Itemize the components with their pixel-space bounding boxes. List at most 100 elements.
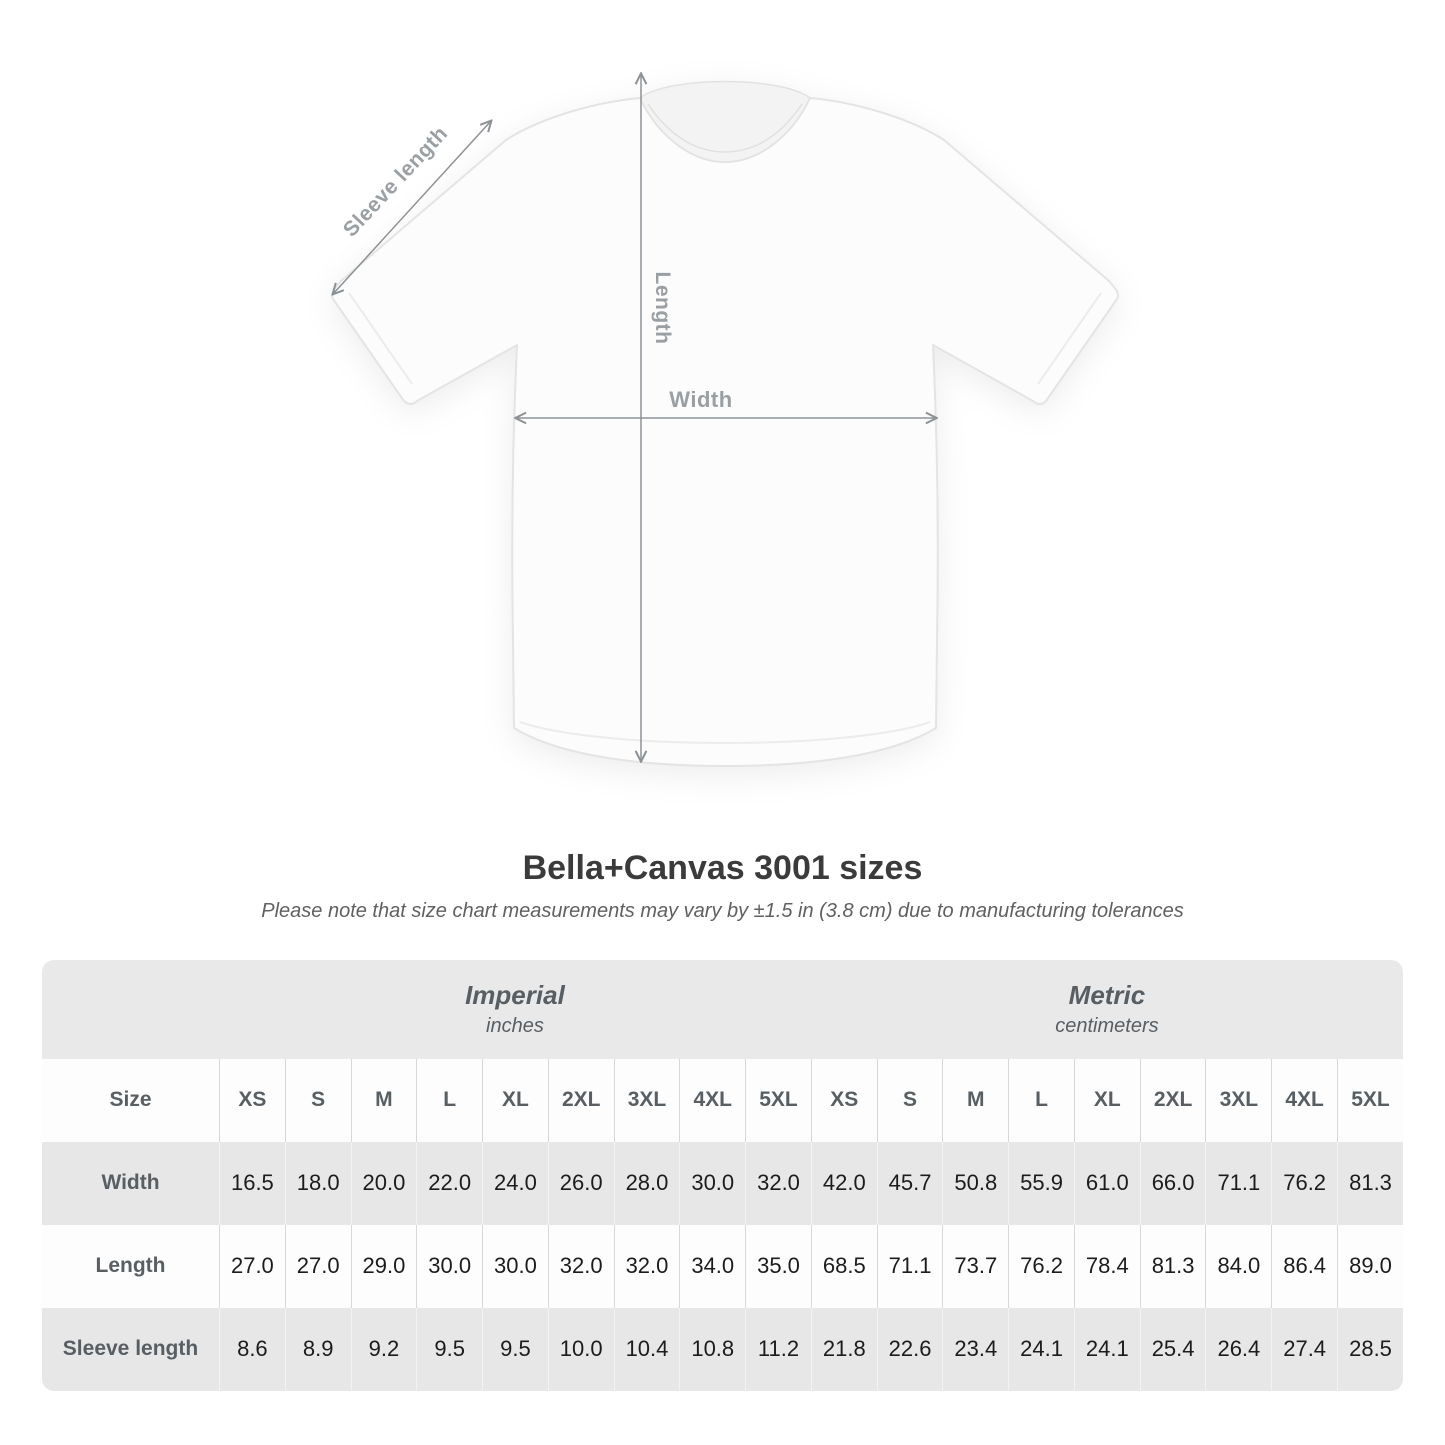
measurement-value-cell: 84.0	[1205, 1224, 1272, 1308]
tshirt-graphic	[331, 0, 1119, 767]
size-chart-table: Imperial inches Metric centimeters Size X…	[42, 959, 1403, 1391]
measurement-value-cell: 27.0	[284, 1224, 351, 1308]
measurement-value-cell: 22.0	[416, 1141, 483, 1225]
metric-label: Metric	[1068, 980, 1146, 1011]
size-column-header: Size	[42, 1058, 219, 1142]
measurement-value-cell: 89.0	[1337, 1224, 1403, 1308]
size-header-cell: S	[284, 1058, 351, 1142]
length-label: Length	[651, 271, 674, 345]
imperial-header: Imperial inches	[219, 959, 811, 1059]
measurement-value-cell: 73.7	[942, 1224, 1009, 1308]
table-row: Width 16.5 18.0 20.0 22.0 24.0 26.0 28.0 30.0 32.…	[42, 1141, 1403, 1225]
measurement-row-label: Length	[42, 1224, 219, 1308]
measurement-value-cell: 32.0	[613, 1224, 680, 1308]
measurement-value-cell: 71.1	[876, 1224, 943, 1308]
measurement-value-cell: 30.0	[679, 1141, 746, 1225]
tshirt-body	[331, 97, 1119, 767]
measurement-value-cell: 45.7	[876, 1141, 943, 1225]
size-header-cell: L	[416, 1058, 483, 1142]
measurement-value-cell: 27.4	[1271, 1307, 1338, 1391]
measurement-value-cell: 35.0	[745, 1224, 811, 1308]
width-label: Width	[669, 387, 733, 412]
measurement-value-cell: 29.0	[350, 1224, 417, 1308]
measurement-value-cell: 76.2	[1008, 1224, 1074, 1308]
size-header-cell: 2XL	[547, 1058, 614, 1142]
size-header-cell: XL	[482, 1058, 548, 1142]
measurement-row-label: Sleeve length	[42, 1307, 219, 1391]
measurement-value-cell: 16.5	[219, 1141, 285, 1225]
metric-sublabel: centimeters	[1055, 1014, 1159, 1037]
measurement-value-cell: 28.0	[613, 1141, 680, 1225]
imperial-sublabel: inches	[486, 1014, 544, 1037]
size-header-cell: XL	[1073, 1058, 1140, 1142]
measurement-value-cell: 86.4	[1271, 1224, 1338, 1308]
size-header-cell: XS	[219, 1058, 285, 1142]
measurement-value-cell: 22.6	[876, 1307, 943, 1391]
size-header-cell: L	[1008, 1058, 1074, 1142]
size-chart-container: Imperial inches Metric centimeters Size X…	[42, 959, 1403, 1391]
size-header-cell: 2XL	[1139, 1058, 1206, 1142]
size-header-cell: 3XL	[1205, 1058, 1272, 1142]
measurement-value-cell: 42.0	[810, 1141, 877, 1225]
size-header-cell: 3XL	[613, 1058, 680, 1142]
unit-band-row: Imperial inches Metric centimeters	[42, 959, 1403, 1059]
measurement-value-cell: 9.5	[482, 1307, 548, 1391]
measurement-value-cell: 10.0	[547, 1307, 614, 1391]
measurement-value-cell: 68.5	[810, 1224, 877, 1308]
measurement-value-cell: 24.1	[1073, 1307, 1140, 1391]
measurement-value-cell: 8.9	[284, 1307, 351, 1391]
tshirt-right-sleeve-seam	[1037, 292, 1102, 385]
measurement-value-cell: 32.0	[745, 1141, 811, 1225]
measurement-value-cell: 26.4	[1205, 1307, 1272, 1391]
tshirt-collar-seam	[647, 103, 803, 153]
measurement-value-cell: 76.2	[1271, 1141, 1338, 1225]
table-row: Sleeve length 8.6 8.9 9.2 9.5 9.5 10.0 10.4 10.8…	[42, 1307, 1403, 1391]
measurement-value-cell: 9.5	[416, 1307, 483, 1391]
measurement-value-cell: 32.0	[547, 1224, 614, 1308]
measurement-value-cell: 28.5	[1337, 1307, 1403, 1391]
metric-header: Metric centimeters	[810, 959, 1403, 1059]
tshirt-left-sleeve-seam	[348, 292, 413, 385]
tshirt-measurement-figure: Sleeve length Length Width	[331, 0, 1119, 767]
size-header-row: Size XS S M L XL 2XL 3XL 4XL 5XL XS S M L XL 2XL 3XL 4XL 5…	[42, 1058, 1403, 1142]
measurement-value-cell: 24.1	[1008, 1307, 1074, 1391]
measurement-value-cell: 61.0	[1073, 1141, 1140, 1225]
measurement-row-label: Width	[42, 1141, 219, 1225]
measurement-value-cell: 55.9	[1008, 1141, 1074, 1225]
measurement-value-cell: 81.3	[1337, 1141, 1403, 1225]
measurement-value-cell: 10.4	[613, 1307, 680, 1391]
imperial-label: Imperial	[465, 980, 565, 1011]
tshirt-neck-opening	[639, 80, 811, 163]
measurement-value-cell: 27.0	[219, 1224, 285, 1308]
measurement-value-cell: 21.8	[810, 1307, 877, 1391]
size-header-cell: 4XL	[1271, 1058, 1338, 1142]
measurement-value-cell: 71.1	[1205, 1141, 1272, 1225]
measurement-value-cell: 10.8	[679, 1307, 746, 1391]
size-header-cell: S	[876, 1058, 943, 1142]
size-header-cell: 4XL	[679, 1058, 746, 1142]
measurement-value-cell: 66.0	[1139, 1141, 1206, 1225]
table-row: Length 27.0 27.0 29.0 30.0 30.0 32.0 32.0 34.0 35…	[42, 1224, 1403, 1308]
measurement-value-cell: 81.3	[1139, 1224, 1206, 1308]
measurement-value-cell: 25.4	[1139, 1307, 1206, 1391]
measurement-value-cell: 8.6	[219, 1307, 285, 1391]
measurement-value-cell: 50.8	[942, 1141, 1009, 1225]
measurement-value-cell: 9.2	[350, 1307, 417, 1391]
tolerance-note: Please note that size chart measurements…	[261, 899, 1184, 922]
measurement-value-cell: 11.2	[745, 1307, 811, 1391]
measurement-value-cell: 26.0	[547, 1141, 614, 1225]
measurement-value-cell: 24.0	[482, 1141, 548, 1225]
size-header-cell: M	[350, 1058, 417, 1142]
measurement-value-cell: 20.0	[350, 1141, 417, 1225]
size-header-cell: XS	[810, 1058, 877, 1142]
measurement-value-cell: 23.4	[942, 1307, 1009, 1391]
unit-band-corner	[42, 959, 219, 1059]
page-title: Bella+Canvas 3001 sizes	[522, 849, 923, 887]
measurement-value-cell: 18.0	[284, 1141, 351, 1225]
size-header-cell: M	[942, 1058, 1009, 1142]
measurement-value-cell: 78.4	[1073, 1224, 1140, 1308]
sleeve-length-arrow	[333, 121, 491, 294]
tshirt-hem-seam	[519, 721, 931, 744]
size-header-cell: 5XL	[1337, 1058, 1403, 1142]
measurement-value-cell: 30.0	[416, 1224, 483, 1308]
